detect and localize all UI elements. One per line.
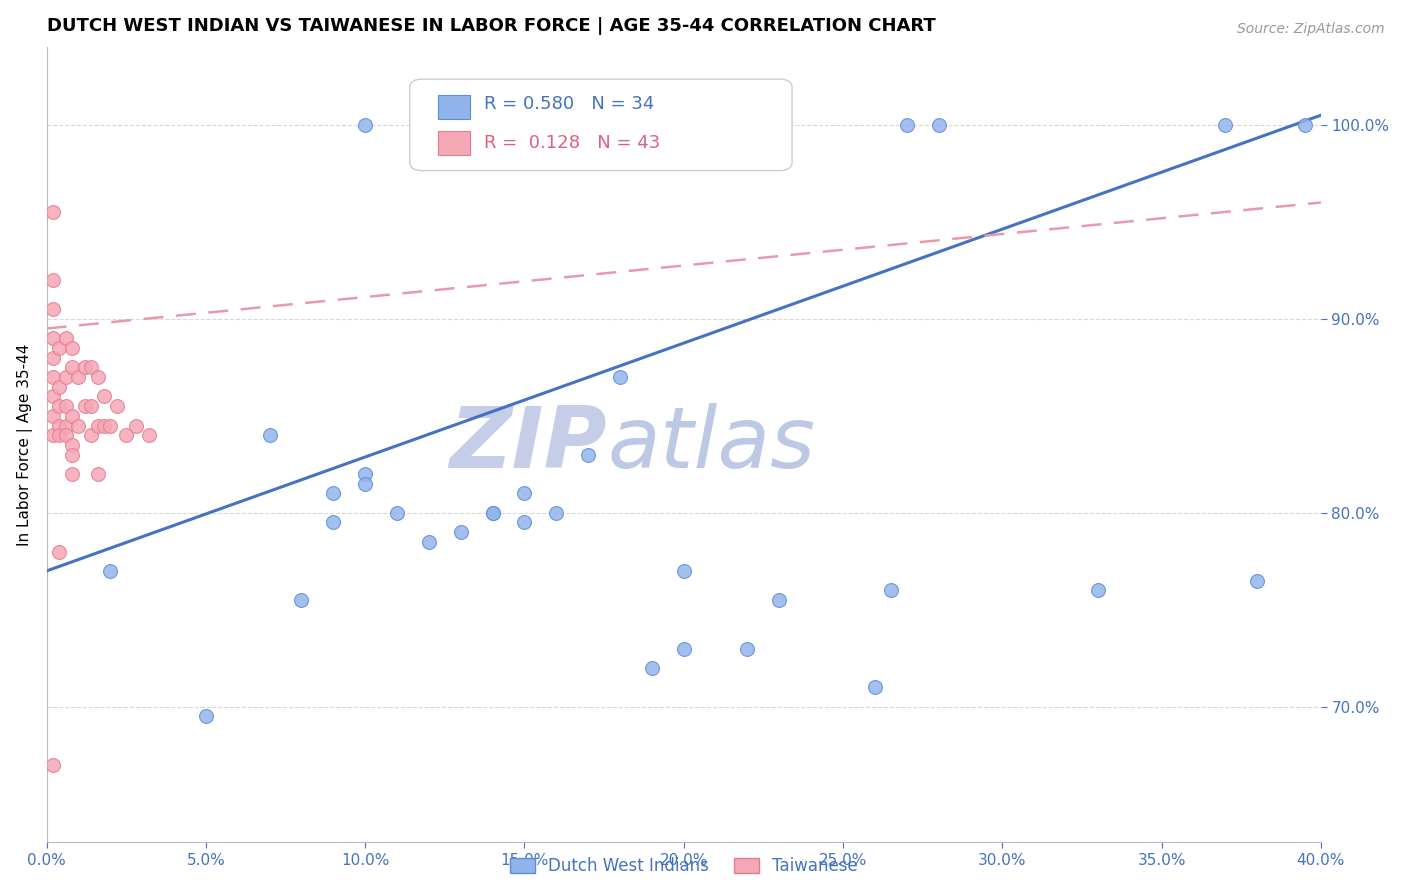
Point	[48, 544, 70, 558]
Point	[322, 516, 344, 530]
Point	[322, 486, 344, 500]
Point	[672, 641, 695, 656]
Point	[80, 428, 103, 442]
Point	[115, 428, 138, 442]
FancyBboxPatch shape	[437, 131, 470, 154]
Point	[60, 341, 83, 355]
Point	[546, 506, 568, 520]
Point	[86, 467, 108, 481]
Point	[93, 418, 115, 433]
Point	[576, 118, 599, 132]
Point	[86, 370, 108, 384]
Point	[48, 380, 70, 394]
Point	[609, 370, 631, 384]
Point	[481, 506, 503, 520]
Point	[42, 302, 65, 317]
Point	[55, 370, 77, 384]
Point	[42, 370, 65, 384]
Point	[73, 399, 96, 413]
Point	[48, 418, 70, 433]
Point	[1087, 583, 1109, 598]
Point	[42, 409, 65, 423]
Point	[42, 205, 65, 219]
Point	[48, 428, 70, 442]
Point	[354, 118, 377, 132]
Legend: Dutch West Indians, Taiwanese: Dutch West Indians, Taiwanese	[503, 850, 865, 882]
Point	[259, 428, 281, 442]
Point	[55, 331, 77, 345]
Point	[354, 476, 377, 491]
Point	[55, 418, 77, 433]
Point	[737, 641, 759, 656]
FancyBboxPatch shape	[409, 79, 792, 170]
Point	[48, 341, 70, 355]
Point	[513, 486, 536, 500]
Point	[863, 681, 886, 695]
Point	[641, 661, 664, 675]
Point	[60, 409, 83, 423]
Point	[55, 399, 77, 413]
Point	[67, 418, 90, 433]
Text: ZIP: ZIP	[450, 403, 607, 486]
Point	[86, 418, 108, 433]
Text: R =  0.128   N = 43: R = 0.128 N = 43	[484, 135, 659, 153]
Point	[67, 370, 90, 384]
Point	[354, 467, 377, 481]
Text: DUTCH WEST INDIAN VS TAIWANESE IN LABOR FORCE | AGE 35-44 CORRELATION CHART: DUTCH WEST INDIAN VS TAIWANESE IN LABOR …	[46, 17, 935, 35]
Point	[1215, 118, 1237, 132]
Point	[880, 583, 903, 598]
Point	[481, 506, 503, 520]
Point	[1246, 574, 1268, 588]
Point	[418, 534, 440, 549]
Point	[48, 399, 70, 413]
FancyBboxPatch shape	[437, 95, 470, 119]
Point	[42, 331, 65, 345]
Point	[60, 360, 83, 375]
Point	[672, 564, 695, 578]
Text: R = 0.580   N = 34: R = 0.580 N = 34	[484, 95, 654, 113]
Point	[55, 428, 77, 442]
Point	[105, 399, 128, 413]
Point	[80, 399, 103, 413]
Y-axis label: In Labor Force | Age 35-44: In Labor Force | Age 35-44	[17, 343, 32, 546]
Point	[576, 448, 599, 462]
Point	[60, 448, 83, 462]
Point	[98, 564, 121, 578]
Point	[60, 438, 83, 452]
Point	[125, 418, 148, 433]
Point	[42, 273, 65, 287]
Point	[194, 709, 217, 723]
Point	[60, 467, 83, 481]
Point	[93, 389, 115, 403]
Point	[704, 118, 727, 132]
Text: Source: ZipAtlas.com: Source: ZipAtlas.com	[1237, 22, 1385, 37]
Point	[42, 428, 65, 442]
Point	[513, 516, 536, 530]
Point	[138, 428, 160, 442]
Point	[73, 360, 96, 375]
Text: atlas: atlas	[607, 403, 815, 486]
Point	[1294, 118, 1316, 132]
Point	[768, 593, 790, 607]
Point	[928, 118, 950, 132]
Point	[98, 418, 121, 433]
Point	[42, 757, 65, 772]
Point	[385, 506, 408, 520]
Point	[450, 525, 472, 540]
Point	[42, 351, 65, 365]
Point	[42, 389, 65, 403]
Point	[896, 118, 918, 132]
Point	[290, 593, 312, 607]
Point	[80, 360, 103, 375]
